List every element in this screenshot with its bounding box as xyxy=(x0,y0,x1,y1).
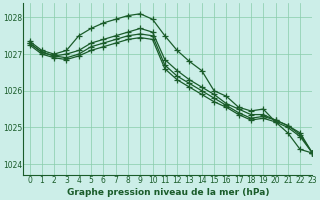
X-axis label: Graphe pression niveau de la mer (hPa): Graphe pression niveau de la mer (hPa) xyxy=(67,188,269,197)
